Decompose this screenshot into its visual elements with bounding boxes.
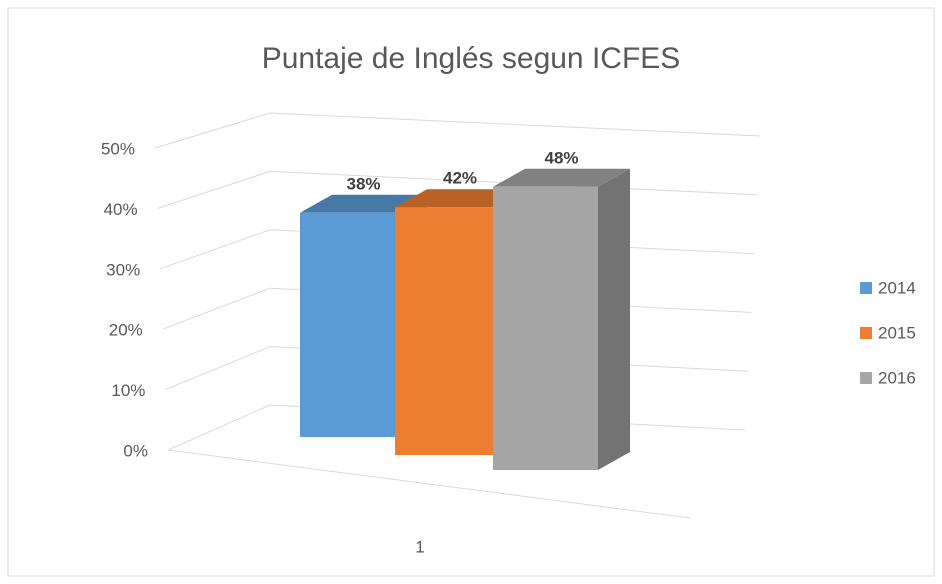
y-tick-label: 10%: [111, 381, 145, 400]
y-tick-label: 20%: [109, 321, 143, 340]
y-tick-label: 40%: [104, 200, 138, 219]
data-label: 48%: [544, 148, 578, 167]
legend-swatch: [860, 282, 872, 294]
y-tick-label: 0%: [123, 441, 148, 460]
legend-label: 2014: [878, 278, 916, 297]
y-tick-label: 50%: [101, 139, 135, 158]
floor-line: [167, 449, 691, 519]
bar-side: [598, 168, 630, 471]
legend-label: 2015: [878, 323, 916, 342]
data-label: 38%: [346, 174, 380, 193]
bar-top: [493, 168, 630, 187]
bar: [300, 212, 395, 437]
legend-label: 2016: [878, 368, 916, 387]
legend-swatch: [860, 327, 872, 339]
y-tick-label: 30%: [106, 260, 140, 279]
x-tick-label: 1: [415, 537, 424, 556]
grid-line: [154, 112, 761, 149]
chart-title: Puntaje de Inglés segun ICFES: [262, 42, 681, 75]
bar: [395, 207, 493, 455]
bar-top: [395, 189, 525, 208]
data-label: 42%: [443, 169, 477, 188]
legend-swatch: [860, 372, 872, 384]
bar: [493, 186, 598, 471]
